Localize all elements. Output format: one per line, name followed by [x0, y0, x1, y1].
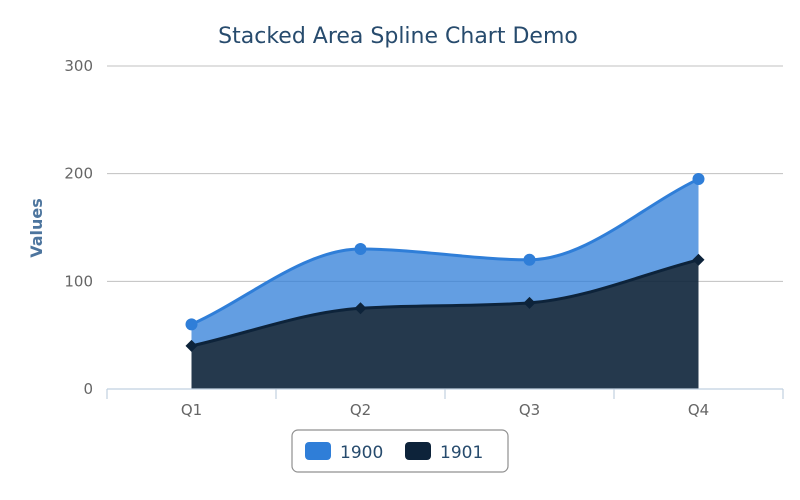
line-series-1901: [191, 258, 699, 348]
data-point-1900-Q3[interactable]: [523, 253, 536, 266]
x-tick-label: Q3: [519, 401, 540, 419]
legend-label-1900: 1900: [340, 443, 383, 463]
area-series-1900: [191, 179, 699, 346]
legend-item-1900[interactable]: 1900: [305, 442, 383, 463]
legend-swatch-1900: [305, 442, 331, 460]
data-point-1900-Q2[interactable]: [354, 243, 367, 256]
line-series-1900: [190, 177, 700, 326]
x-axis: Q1 Q2 Q3 Q4: [106, 388, 784, 419]
y-tick-label: 0: [83, 380, 93, 398]
y-tick-label: 200: [64, 165, 93, 183]
legend-box: [291, 429, 509, 473]
series-markers: [185, 173, 705, 352]
series-areas: [191, 179, 699, 389]
series-lines: [190, 177, 700, 348]
data-point-1901-Q3[interactable]: [523, 296, 536, 309]
x-tick-label: Q4: [688, 401, 709, 419]
legend: 1900 1901: [291, 429, 509, 473]
x-tick-label: Q1: [181, 401, 202, 419]
legend-item-1901[interactable]: 1901: [405, 442, 483, 463]
area-series-1901: [191, 259, 699, 389]
y-axis-label: Values: [27, 198, 46, 258]
y-axis-ticks: 0 100 200 300: [64, 57, 93, 398]
legend-label-1901: 1901: [440, 443, 483, 463]
y-tick-label: 100: [64, 272, 93, 290]
data-point-1901-Q4[interactable]: [692, 253, 705, 266]
x-tick-label: Q2: [350, 401, 371, 419]
data-point-1900-Q4[interactable]: [692, 173, 705, 186]
data-point-1901-Q2[interactable]: [354, 302, 367, 315]
data-point-1901-Q1[interactable]: [185, 339, 198, 352]
legend-swatch-1901: [405, 442, 431, 460]
y-tick-label: 300: [64, 57, 93, 75]
chart-title: Stacked Area Spline Chart Demo: [218, 24, 578, 49]
data-point-1900-Q1[interactable]: [185, 318, 198, 331]
